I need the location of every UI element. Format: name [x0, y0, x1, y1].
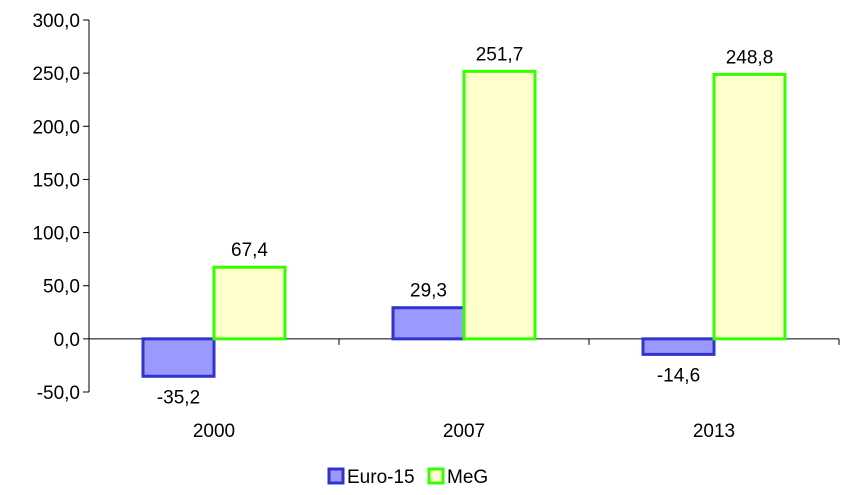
y-tick-label: 250,0 [32, 64, 80, 85]
data-label: 248,8 [726, 47, 774, 68]
x-category-label: 2000 [193, 421, 235, 442]
y-tick-label: -50,0 [37, 383, 80, 404]
y-tick-label: 200,0 [32, 117, 80, 138]
y-tick-label: 150,0 [32, 170, 80, 191]
y-tick-label: 0,0 [54, 330, 80, 351]
x-category-label: 2013 [693, 421, 735, 442]
legend-label: Euro-15 [347, 467, 415, 488]
data-label: 67,4 [231, 240, 268, 261]
bar-meg-2007 [462, 69, 537, 341]
y-tick-label: 50,0 [43, 277, 80, 298]
legend-swatch [327, 467, 345, 485]
legend-swatch [427, 467, 445, 485]
data-label: 29,3 [410, 281, 447, 302]
bar-meg-2000 [212, 265, 287, 341]
data-label: -35,2 [157, 387, 200, 408]
bar-meg-2013 [712, 72, 787, 341]
legend-label: MeG [447, 467, 488, 488]
y-tick-label: 100,0 [32, 224, 80, 245]
bar-euro-15-2007 [391, 306, 466, 341]
bar-euro-15-2013 [641, 337, 716, 356]
data-label: 251,7 [476, 44, 524, 65]
data-label: -14,6 [657, 365, 700, 386]
y-tick-label: 300,0 [32, 11, 80, 32]
bar-euro-15-2000 [141, 337, 216, 378]
x-category-label: 2007 [443, 421, 485, 442]
